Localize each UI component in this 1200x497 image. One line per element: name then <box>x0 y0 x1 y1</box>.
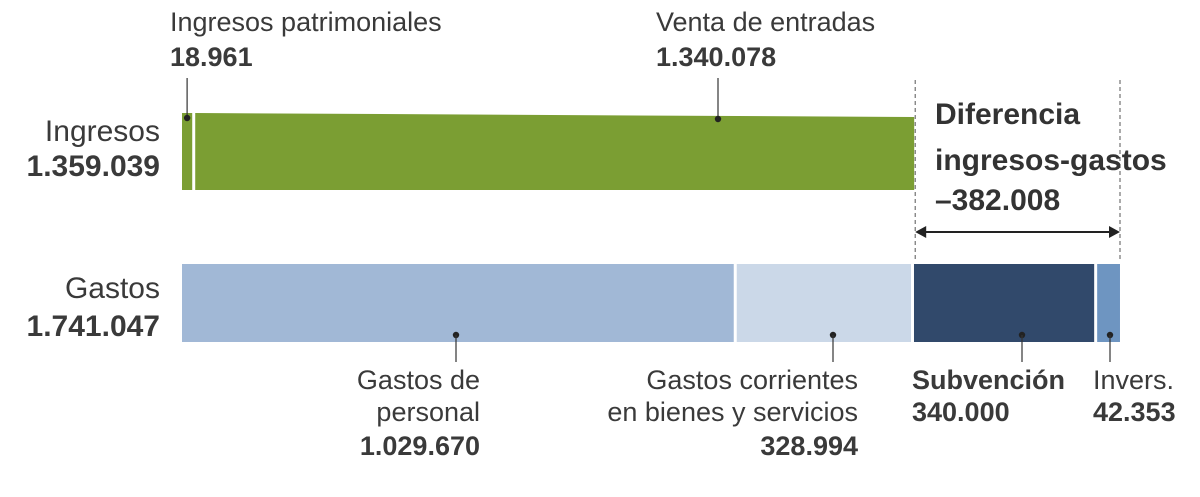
leader-dot-ingresos-patrimoniales <box>183 114 191 122</box>
leader-dot-venta-entradas <box>714 115 722 123</box>
difference-arrow-head-right <box>1109 226 1120 238</box>
bar-segment-subvencion <box>913 264 1095 342</box>
segment-value-ingresos-patrimoniales: 18.961 <box>170 42 253 72</box>
row-label-ingresos: Ingresos <box>45 115 160 148</box>
segment-label-gastos-corrientes-line-2: en bienes y servicios <box>607 397 858 427</box>
bar-segment-gastos-de-personal <box>182 264 734 342</box>
difference-title-line-1: Diferencia <box>935 98 1080 131</box>
segment-label-subvencion: Subvención <box>912 365 1065 395</box>
segment-label-gastos-personal-line-2: personal <box>376 397 480 427</box>
difference-title-line-2: ingresos-gastos <box>935 144 1167 177</box>
segment-label-venta-entradas: Venta de entradas <box>656 7 875 37</box>
segment-label-inversiones: Invers. <box>1093 365 1174 395</box>
bar-segment-ingresos-patrimoniales <box>182 113 193 190</box>
leader-lines <box>183 78 1114 362</box>
segment-value-gastos-personal: 1.029.670 <box>360 431 480 461</box>
segment-label-gastos-corrientes-line-1: Gastos corrientes <box>646 365 858 395</box>
difference-guides <box>914 80 1121 262</box>
bar-segment-venta-de-entradas <box>195 113 915 190</box>
row-label-gastos: Gastos <box>65 272 160 305</box>
bars <box>182 113 1120 342</box>
row-total-gastos: 1.741.047 <box>27 310 160 343</box>
bar-segment-invers <box>1097 264 1120 342</box>
segment-value-subvencion: 340.000 <box>912 397 1010 427</box>
segment-value-gastos-corrientes: 328.994 <box>760 431 858 461</box>
segment-label-ingresos-patrimoniales: Ingresos patrimoniales <box>170 7 442 37</box>
segment-label-gastos-personal-line-1: Gastos de <box>357 365 480 395</box>
segment-value-venta-entradas: 1.340.078 <box>656 42 776 72</box>
row-total-ingresos: 1.359.039 <box>27 150 160 183</box>
difference-arrow-head-left <box>915 226 927 238</box>
segment-value-inversiones: 42.353 <box>1093 397 1176 427</box>
bar-segment-gastos-corrientes-en-bienes-y-servicios <box>736 264 911 342</box>
difference-value: –382.008 <box>935 184 1060 217</box>
